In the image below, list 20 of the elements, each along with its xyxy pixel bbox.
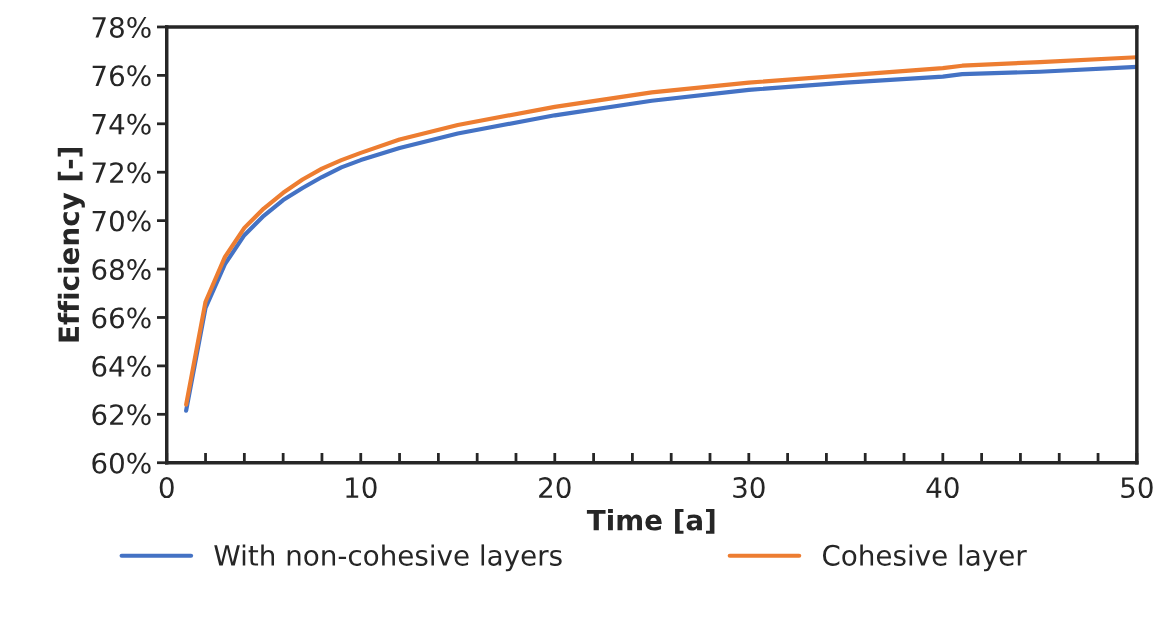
y-tick-label: 66% (92, 307, 151, 329)
y-axis-title: Efficiency [-] (57, 148, 85, 342)
legend-label: With non-cohesive layers (214, 544, 562, 572)
y-tick-label: 68% (92, 258, 151, 280)
x-tick-label: 10 (346, 477, 377, 499)
x-tick-label: 50 (1121, 477, 1153, 499)
x-tick-label: 20 (539, 477, 571, 499)
x-tick-label: 0 (159, 477, 174, 499)
y-tick-label: 60% (92, 452, 151, 474)
y-tick-label: 74% (92, 113, 151, 135)
y-tick-label: 72% (92, 162, 151, 184)
y-tick-label: 70% (92, 210, 151, 232)
y-tick-label: 64% (92, 355, 151, 377)
y-tick-label: 62% (92, 404, 151, 426)
x-tick-label: 30 (733, 477, 765, 499)
y-tick-label: 78% (92, 16, 151, 38)
y-tick-label: 76% (92, 65, 151, 87)
legend-label: Cohesive layer (822, 544, 1027, 572)
x-axis-title: Time [a] (586, 509, 715, 534)
x-tick-label: 40 (926, 477, 959, 499)
